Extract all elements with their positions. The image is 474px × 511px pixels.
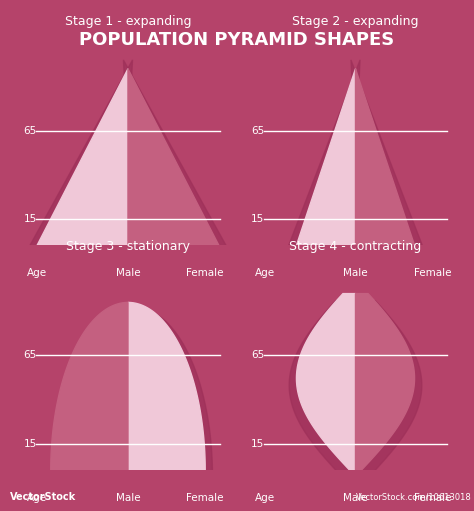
Text: 15: 15 <box>251 438 264 449</box>
Text: 65: 65 <box>251 351 264 360</box>
Text: Age: Age <box>255 268 275 278</box>
Text: Male: Male <box>116 268 140 278</box>
Polygon shape <box>287 60 360 249</box>
Text: 15: 15 <box>251 214 264 224</box>
Text: Male: Male <box>343 268 368 278</box>
Polygon shape <box>37 69 128 245</box>
Text: Stage 1 - expanding: Stage 1 - expanding <box>65 15 191 28</box>
Text: Age: Age <box>255 493 275 503</box>
Text: Stage 4 - contracting: Stage 4 - contracting <box>289 240 422 252</box>
Polygon shape <box>356 69 415 245</box>
Text: POPULATION PYRAMID SHAPES: POPULATION PYRAMID SHAPES <box>79 31 395 49</box>
Text: Female: Female <box>414 493 451 503</box>
Polygon shape <box>356 294 415 470</box>
Text: Female: Female <box>186 268 224 278</box>
Polygon shape <box>58 308 212 475</box>
Text: Male: Male <box>343 493 368 503</box>
Text: Male: Male <box>116 493 140 503</box>
Polygon shape <box>296 294 356 470</box>
Text: 15: 15 <box>24 214 37 224</box>
Polygon shape <box>351 60 424 249</box>
Text: 15: 15 <box>24 438 37 449</box>
Text: 65: 65 <box>24 351 37 360</box>
Text: Age: Age <box>27 493 47 503</box>
Polygon shape <box>28 60 133 249</box>
Polygon shape <box>128 303 205 470</box>
Text: VectorStock.com/10613018: VectorStock.com/10613018 <box>356 493 471 501</box>
Text: Female: Female <box>186 493 224 503</box>
Text: Age: Age <box>27 268 47 278</box>
Text: Female: Female <box>414 268 451 278</box>
Polygon shape <box>51 303 128 470</box>
Text: 65: 65 <box>251 126 264 135</box>
Text: VectorStock: VectorStock <box>9 492 76 502</box>
Polygon shape <box>123 60 228 249</box>
Polygon shape <box>128 69 219 245</box>
Text: Stage 2 - expanding: Stage 2 - expanding <box>292 15 419 28</box>
Polygon shape <box>296 69 356 245</box>
Text: Stage 3 - stationary: Stage 3 - stationary <box>66 240 190 252</box>
Polygon shape <box>289 300 422 477</box>
Text: 65: 65 <box>24 126 37 135</box>
